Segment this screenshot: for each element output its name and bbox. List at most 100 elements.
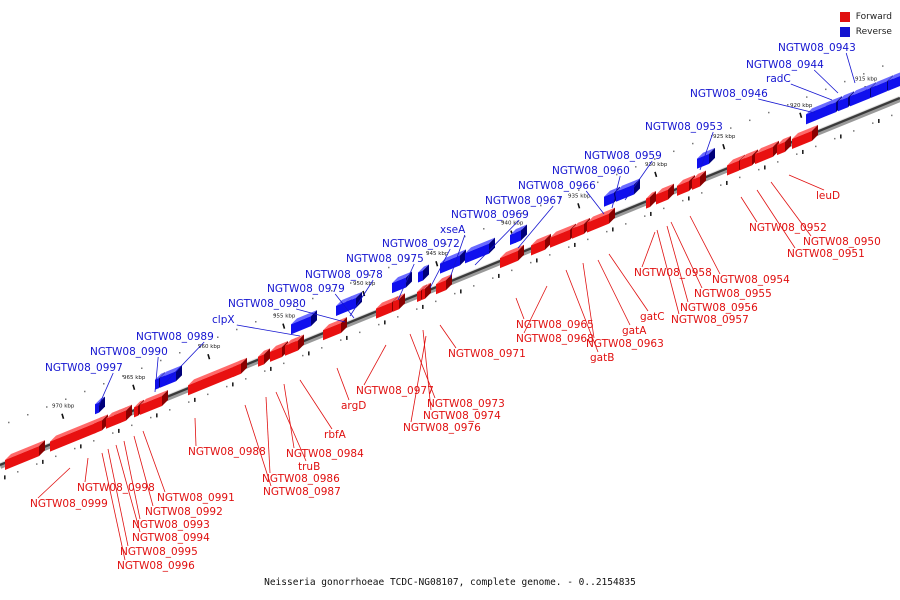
scale-tick <box>132 384 136 390</box>
legend-reverse-label: Reverse <box>855 26 892 37</box>
leader-line <box>740 196 758 223</box>
reverse-gene <box>697 147 715 169</box>
leader-line <box>236 324 301 337</box>
guide-dot <box>226 385 228 388</box>
leader-line <box>283 383 295 449</box>
leader-line <box>194 417 197 447</box>
guide-dot <box>407 259 409 261</box>
reverse-gene-label: NGTW08_0960 <box>552 165 630 177</box>
guide-dot <box>863 73 865 75</box>
reverse-gene-label: NGTW08_0969 <box>451 209 529 221</box>
leader-line <box>608 253 649 312</box>
guide-dot <box>758 168 760 171</box>
minor-tick <box>346 335 348 340</box>
forward-gene <box>500 244 524 269</box>
forward-gene <box>531 233 551 256</box>
minor-tick <box>802 149 804 154</box>
guide-dot <box>882 65 884 67</box>
leader-line <box>585 190 605 215</box>
guide-dot <box>27 413 29 416</box>
guide-dot <box>122 375 124 377</box>
forward-gene <box>5 440 45 470</box>
guide-dot <box>787 104 789 106</box>
leader-line <box>296 308 346 323</box>
guide-dot <box>160 359 162 362</box>
guide-dot <box>692 142 694 145</box>
scale-tick <box>799 112 803 119</box>
minor-tick <box>840 134 842 139</box>
leader-line <box>515 297 525 320</box>
forward-gene-label: NGTW08_0991 <box>157 492 235 504</box>
leader-line <box>770 181 812 237</box>
guide-dot <box>321 347 323 349</box>
guide-dot <box>844 80 846 83</box>
guide-dot <box>578 189 580 191</box>
minor-tick <box>764 165 766 170</box>
guide-dot <box>283 362 285 365</box>
guide-dot <box>207 393 209 396</box>
forward-gene-label: argD <box>341 400 366 412</box>
minor-tick <box>194 397 196 402</box>
guide-dot <box>730 127 732 129</box>
guide-dot <box>169 409 171 411</box>
forward-gene-label: NGTW08_0988 <box>188 446 266 458</box>
guide-dot <box>492 277 494 279</box>
reverse-gene <box>440 249 466 274</box>
reverse-gene-label: NGTW08_0953 <box>645 121 723 133</box>
leader-line <box>336 367 350 401</box>
leader-line <box>517 205 554 249</box>
leader-line <box>439 324 457 349</box>
minor-tick <box>384 320 386 325</box>
minor-tick <box>612 227 614 232</box>
reverse-gene <box>346 291 362 312</box>
leader-line <box>115 444 141 533</box>
guide-dot <box>198 344 200 346</box>
guide-dot <box>806 96 808 98</box>
legend-forward-label: Forward <box>855 11 892 22</box>
reverse-gene <box>616 178 640 202</box>
reverse-gene <box>392 271 412 294</box>
leader-line <box>523 285 548 334</box>
guide-dot <box>150 416 152 419</box>
leader-line <box>758 98 816 114</box>
reverse-gene-label: NGTW08_0978 <box>305 269 383 281</box>
forward-gene <box>50 416 102 452</box>
minor-tick <box>118 428 120 433</box>
guide-dot <box>274 313 276 315</box>
minor-tick <box>498 273 500 278</box>
leader-line <box>845 52 856 84</box>
scale-tick-label: 915 kbp <box>855 76 878 82</box>
guide-dot <box>103 382 105 385</box>
guide-dot <box>350 282 352 284</box>
guide-dot <box>815 145 817 148</box>
scale-tick-label: 950 kbp <box>353 281 376 287</box>
guide-dot <box>777 161 779 163</box>
guide-dot <box>217 336 219 339</box>
minor-tick <box>536 258 538 263</box>
leader-line <box>37 467 71 499</box>
leader-line <box>107 448 129 547</box>
guide-dot <box>378 323 380 326</box>
forward-gene-label: NGTW08_0996 <box>117 560 195 572</box>
leader-line <box>154 356 159 393</box>
reverse-genes <box>95 72 900 415</box>
guide-dot <box>65 398 67 400</box>
guide-dot <box>245 378 247 380</box>
leader-line <box>429 248 451 289</box>
guide-dot <box>739 176 741 179</box>
scale-tick-label: 920 kbp <box>790 103 813 109</box>
leader-line <box>641 231 656 268</box>
minor-tick <box>726 180 728 185</box>
forward-gene-label: NGTW08_0977 <box>356 385 434 397</box>
guide-dot <box>340 339 342 341</box>
legend-reverse: Reverse <box>839 24 892 39</box>
forward-gene-label: NGTW08_0999 <box>30 498 108 510</box>
guide-dot <box>587 238 589 241</box>
reverse-gene-label: NGTW08_0972 <box>382 238 460 250</box>
guide-dot <box>625 223 627 225</box>
guide-dot <box>188 401 190 403</box>
forward-gene <box>692 170 706 190</box>
leader-line <box>244 404 272 487</box>
